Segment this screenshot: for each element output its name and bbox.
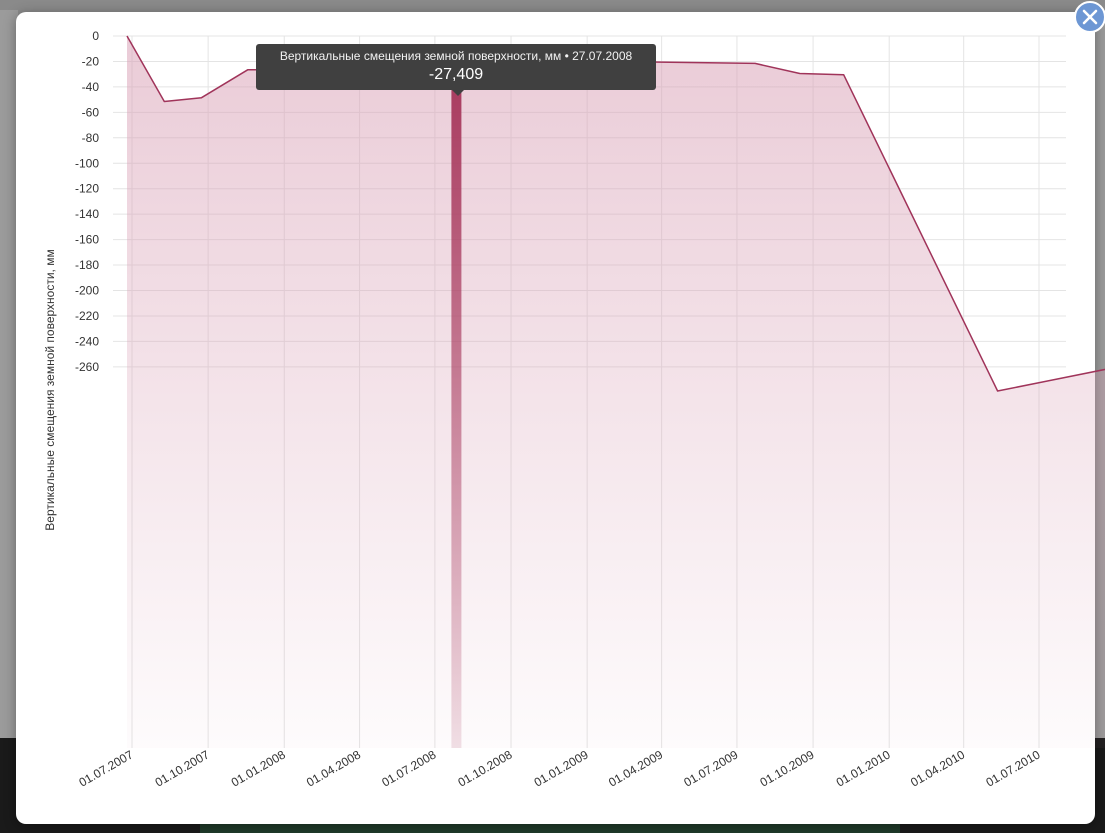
close-button[interactable] bbox=[1074, 1, 1105, 33]
series-area bbox=[127, 36, 1105, 748]
highlight-layer bbox=[451, 65, 462, 749]
y-tick-label: -260 bbox=[75, 360, 99, 374]
y-tick-label: -240 bbox=[75, 334, 99, 348]
y-axis-label: Вертикальные смещения земной поверхности… bbox=[43, 249, 57, 530]
area-layer bbox=[127, 36, 1105, 748]
x-tick-label: 01.01.2008 bbox=[229, 747, 288, 789]
x-tick-label: 01.01.2009 bbox=[532, 747, 591, 789]
x-tick-label: 01.04.2010 bbox=[908, 747, 967, 789]
tooltip: Вертикальные смещения земной поверхности… bbox=[256, 44, 656, 96]
y-tick-label: -60 bbox=[82, 105, 100, 119]
y-tick-label: -200 bbox=[75, 284, 99, 298]
tooltip-value: -27,409 bbox=[428, 66, 484, 83]
x-tick-labels: 01.07.2007 01.10.2007 01.01.2008 01.04.2008… bbox=[76, 747, 1042, 789]
y-tick-label: -40 bbox=[82, 80, 100, 94]
y-tick-label: -140 bbox=[75, 207, 99, 221]
tooltip-title: Вертикальные смещения земной поверхности… bbox=[279, 49, 633, 63]
x-tick-label: 01.07.2009 bbox=[681, 747, 740, 789]
y-tick-label: -180 bbox=[75, 258, 99, 272]
y-tick-label: -100 bbox=[75, 156, 99, 170]
x-tick-label: 01.01.2010 bbox=[834, 747, 893, 789]
y-tick-label: -160 bbox=[75, 233, 99, 247]
close-icon bbox=[1082, 9, 1098, 25]
y-tick-label: -120 bbox=[75, 182, 99, 196]
x-tick-label: 01.07.2007 bbox=[76, 747, 135, 789]
y-tick-label: -80 bbox=[82, 131, 100, 145]
x-tick-label: 01.10.2008 bbox=[456, 747, 515, 789]
y-tick-labels: 0 -20 -40 -60 -80 -100 -120 -140 -160 -180 -200 -22… bbox=[75, 29, 99, 374]
x-tick-label: 01.07.2008 bbox=[379, 747, 438, 789]
y-tick-label: -220 bbox=[75, 309, 99, 323]
x-tick-label: 01.04.2009 bbox=[606, 747, 665, 789]
x-tick-label: 01.04.2008 bbox=[304, 747, 363, 789]
highlight-bar bbox=[451, 70, 462, 749]
y-tick-label: -20 bbox=[82, 54, 100, 68]
x-tick-label: 01.07.2010 bbox=[983, 747, 1042, 789]
background-left-panel bbox=[0, 10, 18, 740]
tooltip-arrow bbox=[452, 90, 464, 96]
x-tick-label: 01.10.2009 bbox=[758, 747, 817, 789]
x-tick-label: 01.10.2007 bbox=[153, 747, 212, 789]
y-tick-label: 0 bbox=[92, 29, 99, 43]
